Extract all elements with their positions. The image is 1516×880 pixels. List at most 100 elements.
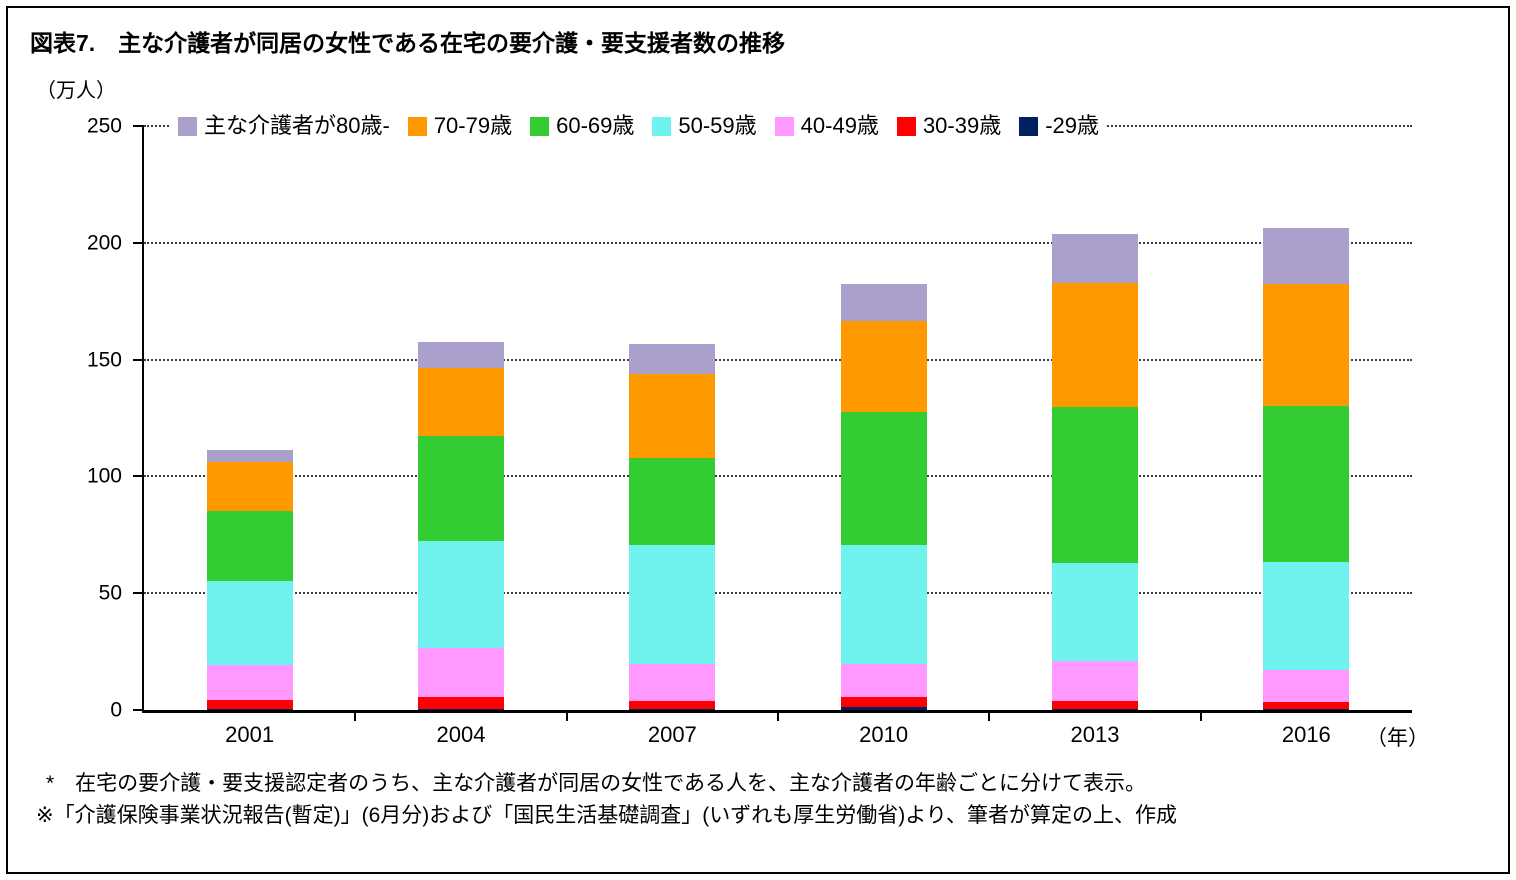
y-axis-tick: [133, 709, 144, 711]
bar-segment-50-59歳: [629, 544, 716, 664]
bar-segment-40-49歳: [840, 664, 927, 698]
x-axis-tick: [565, 710, 568, 721]
bar-segment-30-39歳: [629, 701, 716, 710]
bar-segment-50-59歳: [1263, 562, 1350, 670]
y-axis-label: 50: [98, 581, 122, 605]
legend-label: 40-49歳: [800, 113, 879, 138]
legend-item-30-39歳: 30-39歳: [896, 113, 1002, 138]
legend-item--29歳: -29歳: [1019, 115, 1099, 137]
y-axis-unit-label: （万人）: [36, 80, 116, 102]
legend-label: 30-39歳: [922, 113, 1002, 138]
bar-2010: [840, 283, 927, 710]
legend-item-40-49歳: 40-49歳: [774, 113, 879, 138]
bar-segment-70-79歳: [840, 321, 927, 413]
x-axis-label: 2016: [1281, 722, 1331, 747]
bar-segment-50-59歳: [418, 540, 504, 649]
bar-segment-80歳-: [1052, 233, 1138, 284]
legend: 主な介護者が80歳- 70-79歳 60-69歳 50-59歳 40-49歳 30-39歳…: [170, 111, 1108, 141]
chart-title: 図表7. 主な介護者が同居の女性である在宅の要介護・要支援者数の推移: [30, 30, 785, 56]
legend-swatch: [896, 116, 916, 136]
gridline-200: [144, 241, 1412, 244]
legend-item-60-69歳: 60-69歳: [530, 115, 634, 137]
bar-segment--29歳: [629, 709, 716, 710]
bar-segment-40-49歳: [206, 664, 293, 700]
x-axis-label: 2010: [859, 722, 909, 747]
bar-segment--29歳: [418, 708, 504, 710]
bar-segment-40-49歳: [1052, 661, 1138, 702]
bar-2007: [629, 343, 716, 710]
legend-swatch: [652, 116, 672, 136]
bar-segment-60-69歳: [1263, 405, 1350, 563]
bar-segment--29歳: [206, 709, 293, 710]
gridline-150: [144, 358, 1412, 361]
footnote-1: * 在宅の要介護・要支援認定者のうち、主な介護者が同居の女性である人を、主な介護…: [46, 772, 1146, 795]
y-axis-tick: [133, 592, 144, 595]
y-axis-label: 200: [86, 231, 122, 255]
x-axis-tick: [1199, 710, 1202, 721]
bar-segment-30-39歳: [418, 697, 504, 709]
bar-segment-30-39歳: [1263, 702, 1350, 710]
bar-segment-70-79歳: [629, 374, 716, 459]
legend-swatch: [530, 116, 550, 136]
x-axis-label: 2001: [225, 722, 275, 747]
legend-swatch: [178, 116, 197, 136]
x-axis-label: 2013: [1070, 722, 1120, 747]
legend-label: 50-59歳: [678, 113, 757, 138]
bar-segment--29歳: [1052, 709, 1138, 710]
legend-item-80歳-: 主な介護者が80歳-: [178, 115, 390, 137]
bar-segment-40-49歳: [418, 648, 504, 698]
legend-swatch: [407, 116, 427, 136]
legend-label: -29歳: [1045, 113, 1100, 138]
bar-2001: [206, 450, 293, 710]
legend-item-70-79歳: 70-79歳: [407, 113, 513, 138]
x-axis-unit-label: （年）: [1366, 727, 1429, 750]
gridline-50: [144, 592, 1412, 595]
bar-segment-40-49歳: [1263, 669, 1350, 703]
bar-segment-30-39歳: [840, 697, 927, 707]
bar-segment-70-79歳: [418, 367, 504, 436]
bar-segment-50-59歳: [206, 580, 293, 665]
bar-segment-70-79歳: [1263, 284, 1350, 406]
bar-segment-60-69歳: [206, 510, 293, 581]
x-axis-tick: [988, 710, 991, 721]
bar-segment-60-69歳: [1052, 406, 1138, 564]
y-axis-label: 250: [86, 114, 122, 138]
y-axis-tick: [133, 358, 144, 361]
y-axis-label: 100: [86, 464, 122, 488]
legend-item-50-59歳: 50-59歳: [652, 113, 757, 138]
x-axis-tick: [354, 710, 357, 721]
bar-segment--29歳: [840, 706, 927, 710]
y-axis-tick: [133, 475, 144, 478]
bar-segment-80歳-: [1263, 228, 1350, 285]
bar-segment-50-59歳: [840, 545, 927, 665]
y-axis-tick: [133, 241, 144, 244]
bar-segment-40-49歳: [629, 663, 716, 702]
bar-segment-70-79歳: [206, 461, 293, 511]
x-axis-label: 2007: [647, 722, 697, 747]
bar-segment-30-39歳: [206, 699, 293, 710]
bar-segment-70-79歳: [1052, 283, 1138, 407]
bar-2013: [1052, 233, 1138, 710]
legend-swatch: [1019, 116, 1039, 136]
bar-segment-60-69歳: [629, 458, 716, 545]
bar-segment-60-69歳: [840, 412, 927, 546]
x-axis-tick: [777, 710, 779, 721]
bar-segment-80歳-: [629, 343, 716, 375]
legend-label: 60-69歳: [556, 113, 635, 138]
bar-2016: [1263, 228, 1350, 710]
bar-segment--29歳: [1263, 709, 1350, 710]
plot-area: 主な介護者が80歳- 70-79歳 60-69歳 50-59歳 40-49歳 30-39歳…: [87, 111, 1412, 747]
bar-segment-80歳-: [418, 342, 504, 368]
y-axis-label: 0: [110, 698, 122, 722]
bar-segment-60-69歳: [418, 435, 504, 541]
y-axis-label: 150: [86, 348, 122, 372]
bar-segment-50-59歳: [1052, 563, 1138, 662]
x-axis-label: 2004: [436, 722, 486, 747]
bar-segment-80歳-: [206, 450, 293, 462]
gridline-100: [144, 475, 1412, 478]
legend-label: 70-79歳: [433, 113, 513, 138]
bar-segment-30-39歳: [1052, 701, 1138, 710]
legend-swatch: [774, 116, 794, 136]
figure-border: [6, 6, 1510, 874]
